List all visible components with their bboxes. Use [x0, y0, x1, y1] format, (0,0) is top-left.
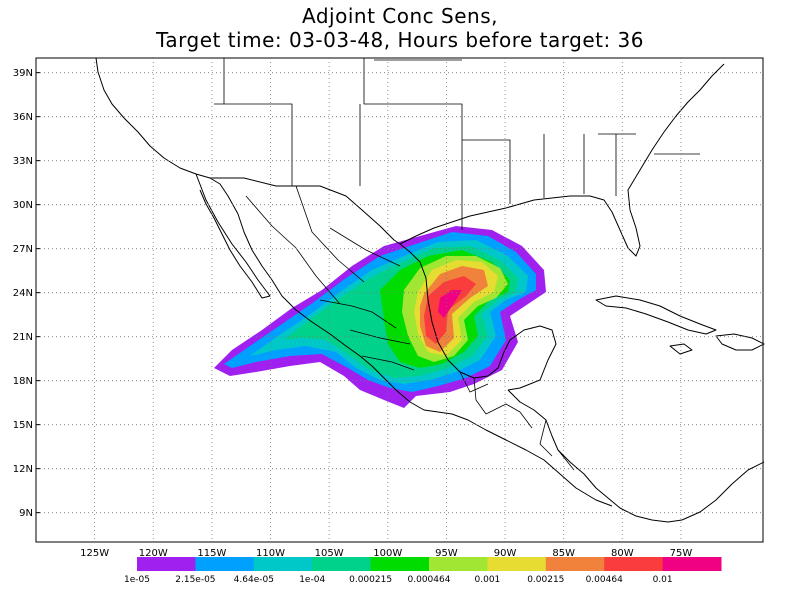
graticule: [36, 58, 763, 542]
colorbar-label: 4.64e-05: [234, 575, 274, 585]
colorbar-swatch: [195, 557, 255, 571]
colorbar-label: 2.15e-05: [175, 575, 215, 585]
colorbar-label: 0.00464: [586, 575, 623, 585]
cuba: [595, 295, 717, 335]
lon-tick-label: 90W: [494, 548, 517, 559]
map-title-line2: Target time: 03-03-48, Hours before targ…: [155, 28, 645, 52]
lon-tick-label: 110W: [256, 548, 285, 559]
colorbar-labels: 1e-05 2.15e-05 4.64e-05 1e-04 0.000215 0.0004…: [124, 575, 673, 585]
colorbar-swatch: [487, 557, 547, 571]
map-frame: [35, 57, 764, 543]
hispaniola: [715, 333, 765, 351]
us-state-lines: [214, 58, 700, 230]
colorbar-label: 1e-04: [299, 575, 325, 585]
lat-tick-label: 15N: [13, 420, 33, 431]
lon-tick-label: 80W: [611, 548, 634, 559]
lat-tick-label: 21N: [13, 332, 33, 343]
colorbar-label: 0.00215: [527, 575, 564, 585]
gulf-of-mexico-coast: [399, 243, 557, 391]
colorbar-swatch: [312, 557, 372, 571]
map-title-line1: Adjoint Conc Sens,: [302, 4, 498, 28]
colorbar-swatch: [137, 557, 196, 571]
lon-tick-label: 100W: [373, 548, 402, 559]
colorbar-label: 0.001: [475, 575, 501, 585]
lat-tick-label: 36N: [13, 112, 33, 123]
lat-tick-label: 24N: [13, 288, 33, 299]
central-america-borders: [473, 377, 575, 471]
colorbar-swatch: [429, 557, 488, 571]
lat-tick-label: 12N: [13, 464, 33, 475]
lon-tick-label: 125W: [80, 548, 109, 559]
lon-tick-label: 105W: [315, 548, 344, 559]
colorbar-label: 0.01: [653, 575, 673, 585]
lon-tick-label: 115W: [197, 548, 226, 559]
colorbar-label: 1e-05: [124, 575, 150, 585]
colorbar-label: 0.000464: [408, 575, 451, 585]
latitude-labels: 39N 36N 33N 30N 27N 24N 21N 18N 15N 12N 9N: [13, 68, 40, 519]
lat-tick-label: 39N: [13, 68, 33, 79]
lon-tick-label: 120W: [139, 548, 168, 559]
colorbar-swatch: [370, 557, 430, 571]
south-america-coast: [681, 461, 765, 521]
lat-tick-label: 30N: [13, 200, 33, 211]
lon-tick-label: 75W: [670, 548, 693, 559]
coastlines-and-borders: [95, 57, 765, 523]
lat-tick-label: 27N: [13, 244, 33, 255]
jamaica: [669, 343, 693, 355]
lat-tick-label: 18N: [13, 376, 33, 387]
colorbar-swatch: [545, 557, 605, 571]
lat-tick-label: 9N: [19, 508, 33, 519]
colorbar: [137, 557, 722, 571]
colorbar-swatch: [253, 557, 313, 571]
lat-tick-label: 33N: [13, 156, 33, 167]
lon-tick-label: 95W: [435, 548, 458, 559]
lon-tick-label: 85W: [552, 548, 575, 559]
plume-level-10: [438, 290, 462, 318]
mexico-state-lines: [245, 185, 489, 393]
pacific-coastline: [95, 57, 613, 507]
central-america-east-coast: [507, 389, 683, 523]
longitude-labels: 125W 120W 115W 110W 105W 100W 95W 90W 85W 80W 75W: [80, 548, 692, 559]
colorbar-swatch: [604, 557, 664, 571]
us-gulf-coast: [399, 63, 725, 257]
baja-california: [195, 173, 271, 299]
us-mexico-border: [210, 177, 401, 245]
colorbar-swatch: [662, 557, 722, 571]
colorbar-label: 0.000215: [349, 575, 392, 585]
